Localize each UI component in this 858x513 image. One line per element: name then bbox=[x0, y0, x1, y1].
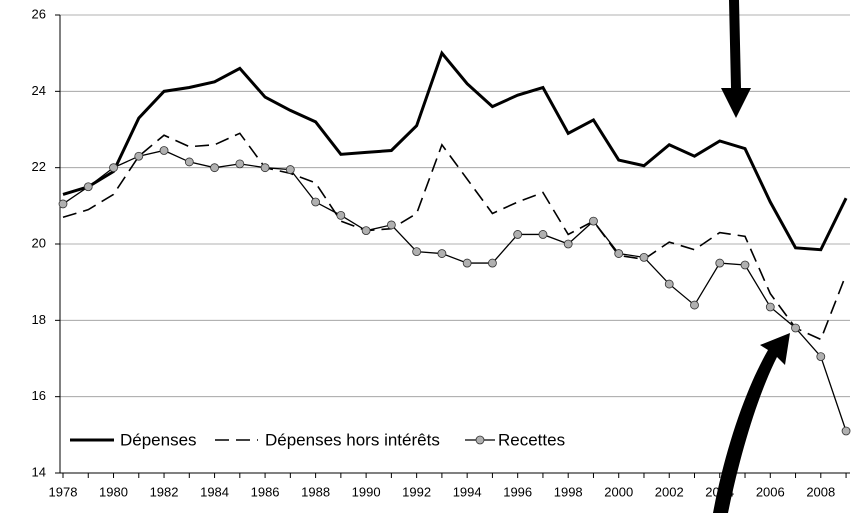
arrow-bottom bbox=[713, 333, 790, 513]
y-tick-label: 18 bbox=[32, 312, 46, 327]
x-tick-label: 1986 bbox=[251, 484, 280, 499]
x-tick-label: 2000 bbox=[604, 484, 633, 499]
point bbox=[336, 210, 346, 220]
point bbox=[488, 258, 497, 268]
point bbox=[765, 302, 775, 312]
point bbox=[311, 197, 321, 207]
legend: Dépenses Dépenses hors intérêts Recettes bbox=[70, 430, 565, 449]
point bbox=[437, 249, 447, 258]
grid: 14 16 18 20 22 24 26 1978 1980 1982 1984 1986 1988 19… bbox=[32, 6, 850, 499]
x-tick-label: 1980 bbox=[99, 484, 128, 499]
legend-label: Dépenses bbox=[120, 430, 197, 449]
point bbox=[690, 300, 699, 310]
series-line bbox=[62, 50, 848, 252]
point bbox=[260, 163, 270, 173]
point bbox=[412, 247, 422, 257]
point bbox=[462, 258, 472, 268]
x-tick-label: 1994 bbox=[453, 484, 482, 499]
point bbox=[58, 199, 68, 209]
legend-label: Recettes bbox=[498, 430, 565, 449]
point bbox=[538, 230, 548, 239]
series-line bbox=[62, 149, 847, 432]
x-tick-label: 1984 bbox=[200, 484, 229, 499]
point bbox=[715, 258, 725, 268]
point bbox=[513, 230, 523, 239]
legend-label: Dépenses hors intérêts bbox=[265, 430, 440, 449]
point bbox=[664, 279, 674, 289]
y-tick-label: 22 bbox=[32, 159, 46, 174]
y-tick-label: 20 bbox=[32, 235, 46, 250]
point bbox=[639, 252, 649, 262]
point bbox=[109, 163, 118, 173]
point bbox=[841, 426, 851, 436]
x-tick-label: 1990 bbox=[352, 484, 381, 499]
x-tick-label: 1988 bbox=[301, 484, 330, 499]
arrow-top bbox=[721, 0, 751, 118]
y-tick-label: 24 bbox=[32, 83, 46, 98]
point bbox=[791, 323, 800, 333]
point bbox=[285, 165, 295, 174]
point bbox=[83, 182, 93, 192]
point bbox=[184, 157, 194, 167]
point bbox=[816, 352, 826, 361]
point bbox=[134, 151, 144, 161]
x-tick-label: 1998 bbox=[554, 484, 583, 499]
x-tick-label: 2008 bbox=[806, 484, 835, 499]
x-tick-label: 1992 bbox=[402, 484, 431, 499]
point bbox=[210, 163, 219, 173]
x-tick-label: 1996 bbox=[503, 484, 532, 499]
x-tick-label: 2002 bbox=[655, 484, 684, 499]
point bbox=[740, 260, 750, 270]
point bbox=[563, 239, 573, 249]
x-tick-label: 1982 bbox=[150, 484, 179, 499]
series-line bbox=[62, 132, 847, 341]
x-tick-label: 2006 bbox=[756, 484, 785, 499]
y-tick-label: 26 bbox=[32, 6, 46, 21]
legend-marker bbox=[475, 435, 485, 445]
point bbox=[614, 249, 624, 258]
point bbox=[589, 216, 598, 226]
point bbox=[386, 220, 396, 230]
x-tick-label: 1978 bbox=[49, 484, 78, 499]
point bbox=[235, 159, 245, 169]
y-tick-label: 14 bbox=[32, 464, 46, 479]
plot bbox=[58, 50, 851, 436]
point bbox=[159, 146, 169, 155]
y-tick-label: 16 bbox=[32, 388, 46, 403]
point bbox=[361, 226, 371, 236]
